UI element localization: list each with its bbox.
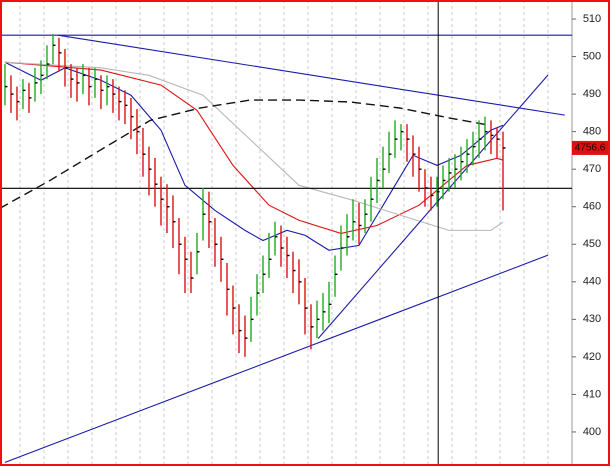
- y-tick-label: 410: [583, 388, 601, 400]
- indicator-line: [317, 74, 549, 339]
- indicator-line: [4, 254, 549, 463]
- y-tick-label: 450: [583, 238, 601, 250]
- y-tick-label: 420: [583, 351, 601, 363]
- y-tick-label: 510: [583, 13, 601, 25]
- y-tick-label: 470: [583, 163, 601, 175]
- y-tick-label: 440: [583, 276, 601, 288]
- y-tick-label: 400: [583, 426, 601, 438]
- y-axis: 400 410 420 430 440 450 460 470 480 490 500 510 4756…: [572, 13, 608, 438]
- y-tick-label: 480: [583, 126, 601, 138]
- grid-pattern: [0, 0, 572, 466]
- indicator-line: [4, 61, 504, 234]
- indicator-line: [57, 34, 565, 116]
- price-tag-box: [572, 140, 608, 155]
- indicator-line: [4, 61, 504, 231]
- y-tick-label: 500: [583, 50, 601, 62]
- y-tick-label: 490: [583, 88, 601, 100]
- y-tick-label: 460: [583, 201, 601, 213]
- price-tag: 4756.6: [575, 143, 606, 154]
- plot-area: [0, 0, 572, 466]
- y-tick-label: 430: [583, 313, 601, 325]
